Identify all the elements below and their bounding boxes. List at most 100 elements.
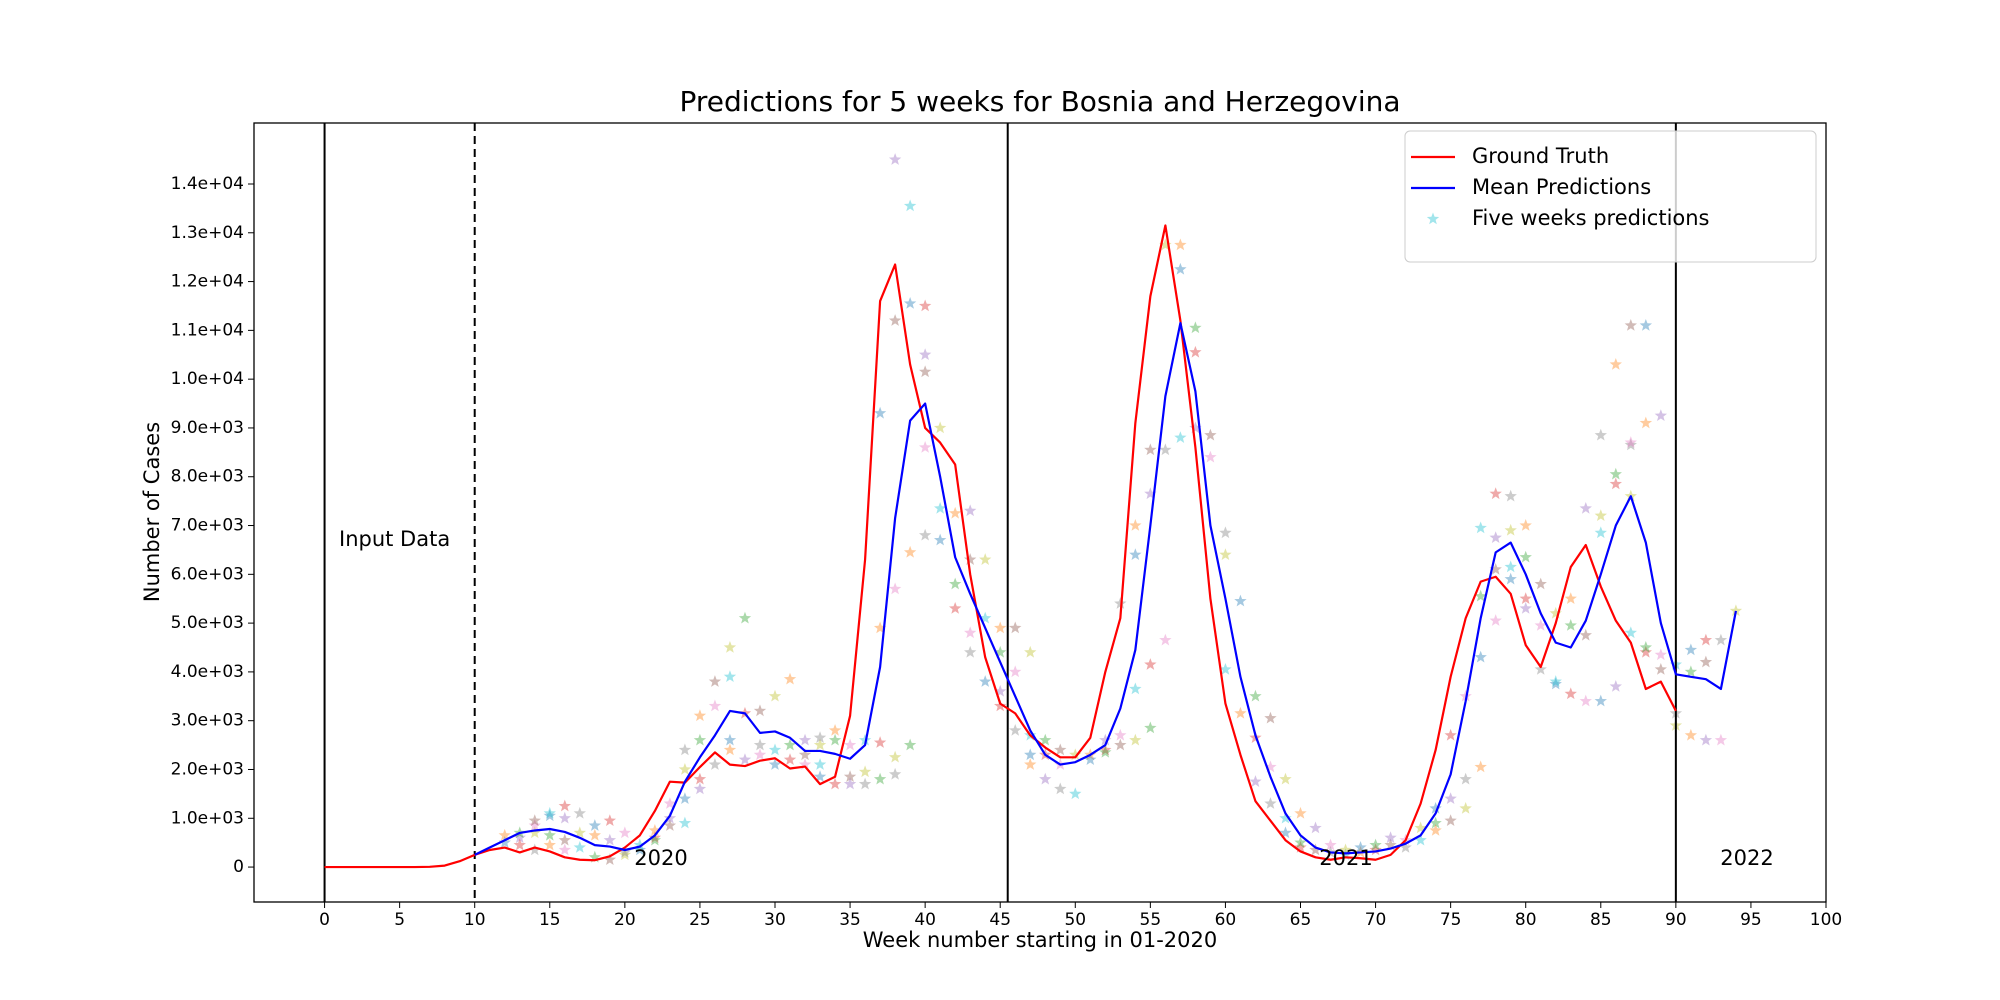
prediction-point: [1609, 358, 1622, 370]
prediction-point: [918, 365, 932, 378]
y-tick-label: 6.0e+03: [171, 564, 244, 584]
prediction-point: [1564, 592, 1577, 604]
prediction-point: [498, 828, 511, 841]
prediction-point: [1594, 428, 1607, 441]
prediction-point: [1489, 562, 1502, 575]
axes-frame: [253, 122, 1827, 903]
prediction-point: [1309, 821, 1322, 834]
prediction-point: [573, 826, 586, 839]
prediction-point: [693, 733, 707, 746]
prediction-point: [1429, 802, 1442, 814]
prediction-point: [1459, 802, 1472, 814]
prediction-point: [693, 772, 707, 785]
prediction-point: [603, 814, 617, 826]
prediction-point: [1654, 662, 1668, 675]
legend-label: Ground Truth: [1472, 144, 1609, 168]
prediction-point: [1159, 443, 1172, 456]
prediction-point: [1279, 772, 1292, 785]
prediction-point: [1204, 450, 1217, 463]
prediction-point: [633, 838, 647, 851]
prediction-point: [843, 738, 857, 751]
prediction-point: [918, 348, 932, 361]
y-tick-label: 1.1e+04: [171, 320, 244, 340]
prediction-point: [633, 843, 647, 856]
legend-label: Five weeks predictions: [1472, 206, 1710, 230]
prediction-point: [1234, 706, 1247, 719]
x-tick-label: 70: [1365, 910, 1387, 930]
x-tick-label: 85: [1590, 910, 1612, 930]
prediction-point: [918, 299, 932, 312]
prediction-point: [1684, 665, 1698, 678]
prediction-point: [1039, 733, 1052, 746]
prediction-point: [573, 806, 586, 819]
prediction-point: [663, 819, 677, 831]
prediction-point: [1639, 641, 1653, 653]
prediction-point: [903, 297, 917, 309]
prediction-point: [918, 528, 932, 541]
series-line: [324, 224, 1677, 869]
annotation: 2021: [1319, 846, 1372, 870]
prediction-point: [1369, 843, 1382, 856]
prediction-point: [1564, 619, 1577, 631]
prediction-point: [994, 645, 1007, 658]
prediction-point: [1249, 689, 1262, 702]
prediction-point: [528, 843, 541, 856]
prediction-point: [813, 731, 827, 744]
x-tick-label: 90: [1665, 910, 1687, 930]
x-tick-label: 30: [764, 910, 786, 930]
prediction-point: [1609, 467, 1622, 480]
prediction-point: [753, 704, 767, 717]
prediction-point: [873, 406, 887, 419]
prediction-point: [813, 758, 827, 770]
legend-marker: [1426, 212, 1440, 225]
prediction-point: [903, 545, 917, 558]
prediction-point: [1069, 787, 1082, 800]
prediction-point: [948, 506, 962, 519]
prediction-point: [1504, 560, 1517, 573]
prediction-point: [1159, 633, 1172, 646]
prediction-point: [979, 611, 992, 624]
prediction-point: [1729, 604, 1743, 617]
prediction-point: [798, 733, 812, 746]
prediction-point: [828, 733, 842, 746]
y-tick-label: 5.0e+03: [171, 613, 244, 633]
prediction-point: [1009, 621, 1022, 634]
prediction-point: [964, 645, 977, 658]
prediction-point: [1504, 572, 1517, 585]
prediction-point: [1504, 489, 1517, 502]
prediction-point: [813, 738, 827, 751]
prediction-point: [1489, 531, 1502, 543]
prediction-point: [1609, 680, 1622, 692]
prediction-point: [979, 553, 992, 565]
prediction-point: [1264, 760, 1277, 773]
x-tick-label: 50: [1064, 910, 1086, 930]
prediction-point: [1324, 838, 1337, 851]
prediction-point: [1474, 589, 1487, 602]
legend: Ground Truth Mean Predictions Five weeks p…: [1404, 130, 1817, 263]
prediction-point: [1714, 633, 1728, 646]
prediction-point: [903, 199, 917, 212]
prediction-point: [528, 814, 541, 826]
prediction-point: [1534, 662, 1547, 675]
x-tick-label: 25: [689, 910, 711, 930]
prediction-point: [1474, 521, 1487, 534]
prediction-point: [888, 314, 902, 326]
prediction-point: [768, 743, 782, 756]
prediction-point: [1159, 238, 1172, 251]
prediction-point: [1714, 733, 1728, 746]
prediction-point: [783, 738, 797, 751]
prediction-point: [933, 421, 947, 434]
prediction-point: [1189, 321, 1202, 334]
y-tick-label: 9.0e+03: [171, 418, 244, 438]
prediction-point: [1354, 841, 1367, 853]
x-tick-label: 15: [539, 910, 561, 930]
y-tick-label: 1.3e+04: [171, 223, 244, 243]
prediction-point: [948, 577, 962, 590]
prediction-point: [1699, 655, 1713, 668]
prediction-point: [1219, 548, 1232, 561]
prediction-point: [558, 843, 571, 856]
prediction-point: [723, 641, 737, 653]
prediction-point: [1624, 318, 1637, 331]
prediction-point: [1579, 501, 1592, 514]
prediction-point: [1309, 843, 1322, 856]
